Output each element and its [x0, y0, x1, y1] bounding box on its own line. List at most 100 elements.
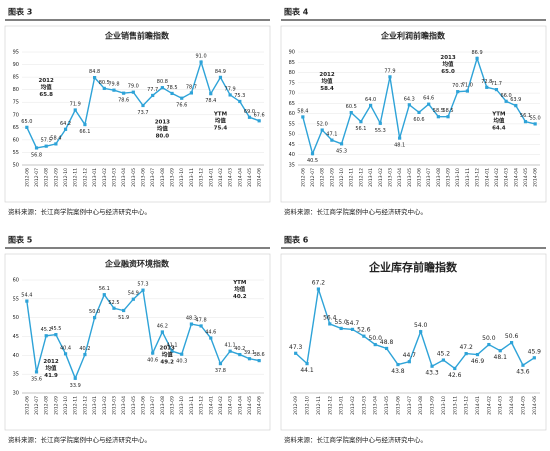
- x-tick-label: 2013-10: [179, 168, 185, 187]
- chart-title: 企业销售前瞻指数: [104, 31, 170, 41]
- data-point: [199, 60, 203, 64]
- panel-header: 图表 3: [8, 7, 32, 17]
- data-label: 43.3: [425, 370, 439, 377]
- x-tick-label: 2012-11: [316, 396, 322, 415]
- x-tick-label: 2013-12: [199, 396, 205, 415]
- data-label: 47.2: [459, 344, 473, 351]
- data-point: [54, 333, 58, 337]
- data-point: [63, 352, 68, 356]
- data-label: 66.0: [501, 93, 512, 99]
- data-label: 48.1: [394, 143, 405, 149]
- data-point: [102, 86, 106, 91]
- data-label: 79.8: [108, 82, 119, 88]
- x-tick-label: 2013-11: [452, 396, 458, 415]
- x-tick-label: 2014-03: [228, 168, 234, 187]
- x-tick-label: 2013-06: [417, 168, 423, 187]
- data-label: 55.0: [530, 115, 541, 121]
- x-tick-label: 2012-08: [320, 168, 326, 187]
- x-tick-label: 2014-01: [208, 168, 214, 187]
- x-tick-label: 2013-10: [455, 168, 461, 187]
- data-label: 44.7: [403, 352, 417, 359]
- data-label: 58.5: [442, 108, 453, 114]
- x-tick-label: 2013-02: [102, 168, 108, 187]
- data-point: [441, 358, 446, 362]
- y-tick-label: 95: [13, 50, 19, 56]
- x-tick-label: 2012-10: [63, 396, 69, 415]
- annotation: 均值: [443, 60, 455, 68]
- data-point: [83, 122, 87, 127]
- data-label: 67.6: [254, 112, 265, 118]
- annotation: 64.4: [492, 126, 506, 132]
- data-label: 45.3: [336, 148, 347, 154]
- data-point: [504, 99, 508, 103]
- data-point: [417, 110, 421, 115]
- y-tick-label: 50: [13, 163, 19, 169]
- data-point: [257, 359, 261, 363]
- x-tick-label: 2012-06: [24, 168, 30, 187]
- data-point: [141, 288, 145, 292]
- data-label: 80.8: [157, 79, 168, 85]
- x-tick-label: 2012-06: [300, 168, 306, 187]
- data-label: 60.6: [413, 117, 424, 123]
- data-point: [310, 152, 315, 156]
- data-point: [446, 115, 450, 119]
- data-label: 70.7: [452, 83, 463, 89]
- x-tick-label: 2013-07: [150, 168, 156, 187]
- data-label: 40.5: [307, 158, 318, 164]
- data-label: 63.9: [510, 97, 521, 103]
- data-point: [218, 362, 223, 366]
- x-tick-label: 2013-03: [387, 168, 393, 187]
- x-tick-label: 2014-06: [532, 396, 538, 415]
- data-point: [407, 360, 411, 364]
- data-point: [359, 120, 363, 124]
- x-tick-label: 2014-01: [475, 396, 481, 415]
- data-point: [485, 85, 489, 89]
- data-point: [93, 316, 97, 320]
- x-tick-label: 2013-08: [160, 396, 166, 415]
- data-label: 56.8: [31, 152, 42, 158]
- data-point: [151, 351, 155, 355]
- x-tick-label: 2013-10: [441, 396, 447, 415]
- x-tick-label: 2012-07: [310, 168, 316, 187]
- data-label: 54.0: [414, 322, 428, 329]
- data-point: [475, 56, 479, 60]
- x-tick-label: 2013-04: [397, 168, 403, 187]
- data-label: 55.0: [334, 319, 348, 326]
- annotation: 49.2: [160, 359, 174, 365]
- data-label: 42.6: [448, 372, 462, 379]
- x-tick-label: 2014-02: [494, 168, 500, 187]
- x-tick-label: 2012-10: [305, 396, 311, 415]
- y-tick-label: 30: [13, 391, 19, 397]
- data-label: 45.2: [437, 351, 451, 358]
- data-point: [141, 103, 145, 108]
- data-label: 55.3: [375, 128, 386, 134]
- data-point: [247, 115, 252, 119]
- data-label: 50.6: [505, 333, 519, 340]
- x-tick-label: 2012-09: [329, 168, 335, 187]
- y-tick-label: 45: [13, 334, 19, 340]
- data-point: [228, 349, 232, 353]
- annotation: YTM: [213, 112, 227, 118]
- data-point: [521, 363, 525, 367]
- x-tick-label: 2014-04: [509, 396, 515, 415]
- data-label: 65.0: [21, 119, 32, 125]
- y-tick-label: 65: [289, 101, 295, 107]
- data-label: 40.4: [60, 345, 71, 351]
- x-tick-label: 2013-08: [418, 396, 424, 415]
- data-label: 71.0: [462, 83, 473, 89]
- x-tick-label: 2013-07: [426, 168, 432, 187]
- x-tick-label: 2013-04: [121, 168, 127, 187]
- y-tick-label: 50: [13, 315, 19, 321]
- x-tick-label: 2012-12: [82, 168, 88, 187]
- data-label: 73.7: [137, 110, 148, 116]
- data-label: 35.6: [31, 376, 42, 382]
- x-tick-label: 2013-01: [92, 396, 98, 415]
- x-tick-label: 2013-05: [407, 168, 413, 187]
- data-label: 50.0: [482, 335, 496, 342]
- y-tick-label: 80: [289, 70, 295, 76]
- data-line: [295, 288, 535, 370]
- data-point: [180, 96, 184, 100]
- data-label: 44.6: [205, 330, 216, 336]
- x-tick-label: 2014-05: [247, 168, 253, 187]
- x-tick-label: 2014-04: [513, 168, 519, 187]
